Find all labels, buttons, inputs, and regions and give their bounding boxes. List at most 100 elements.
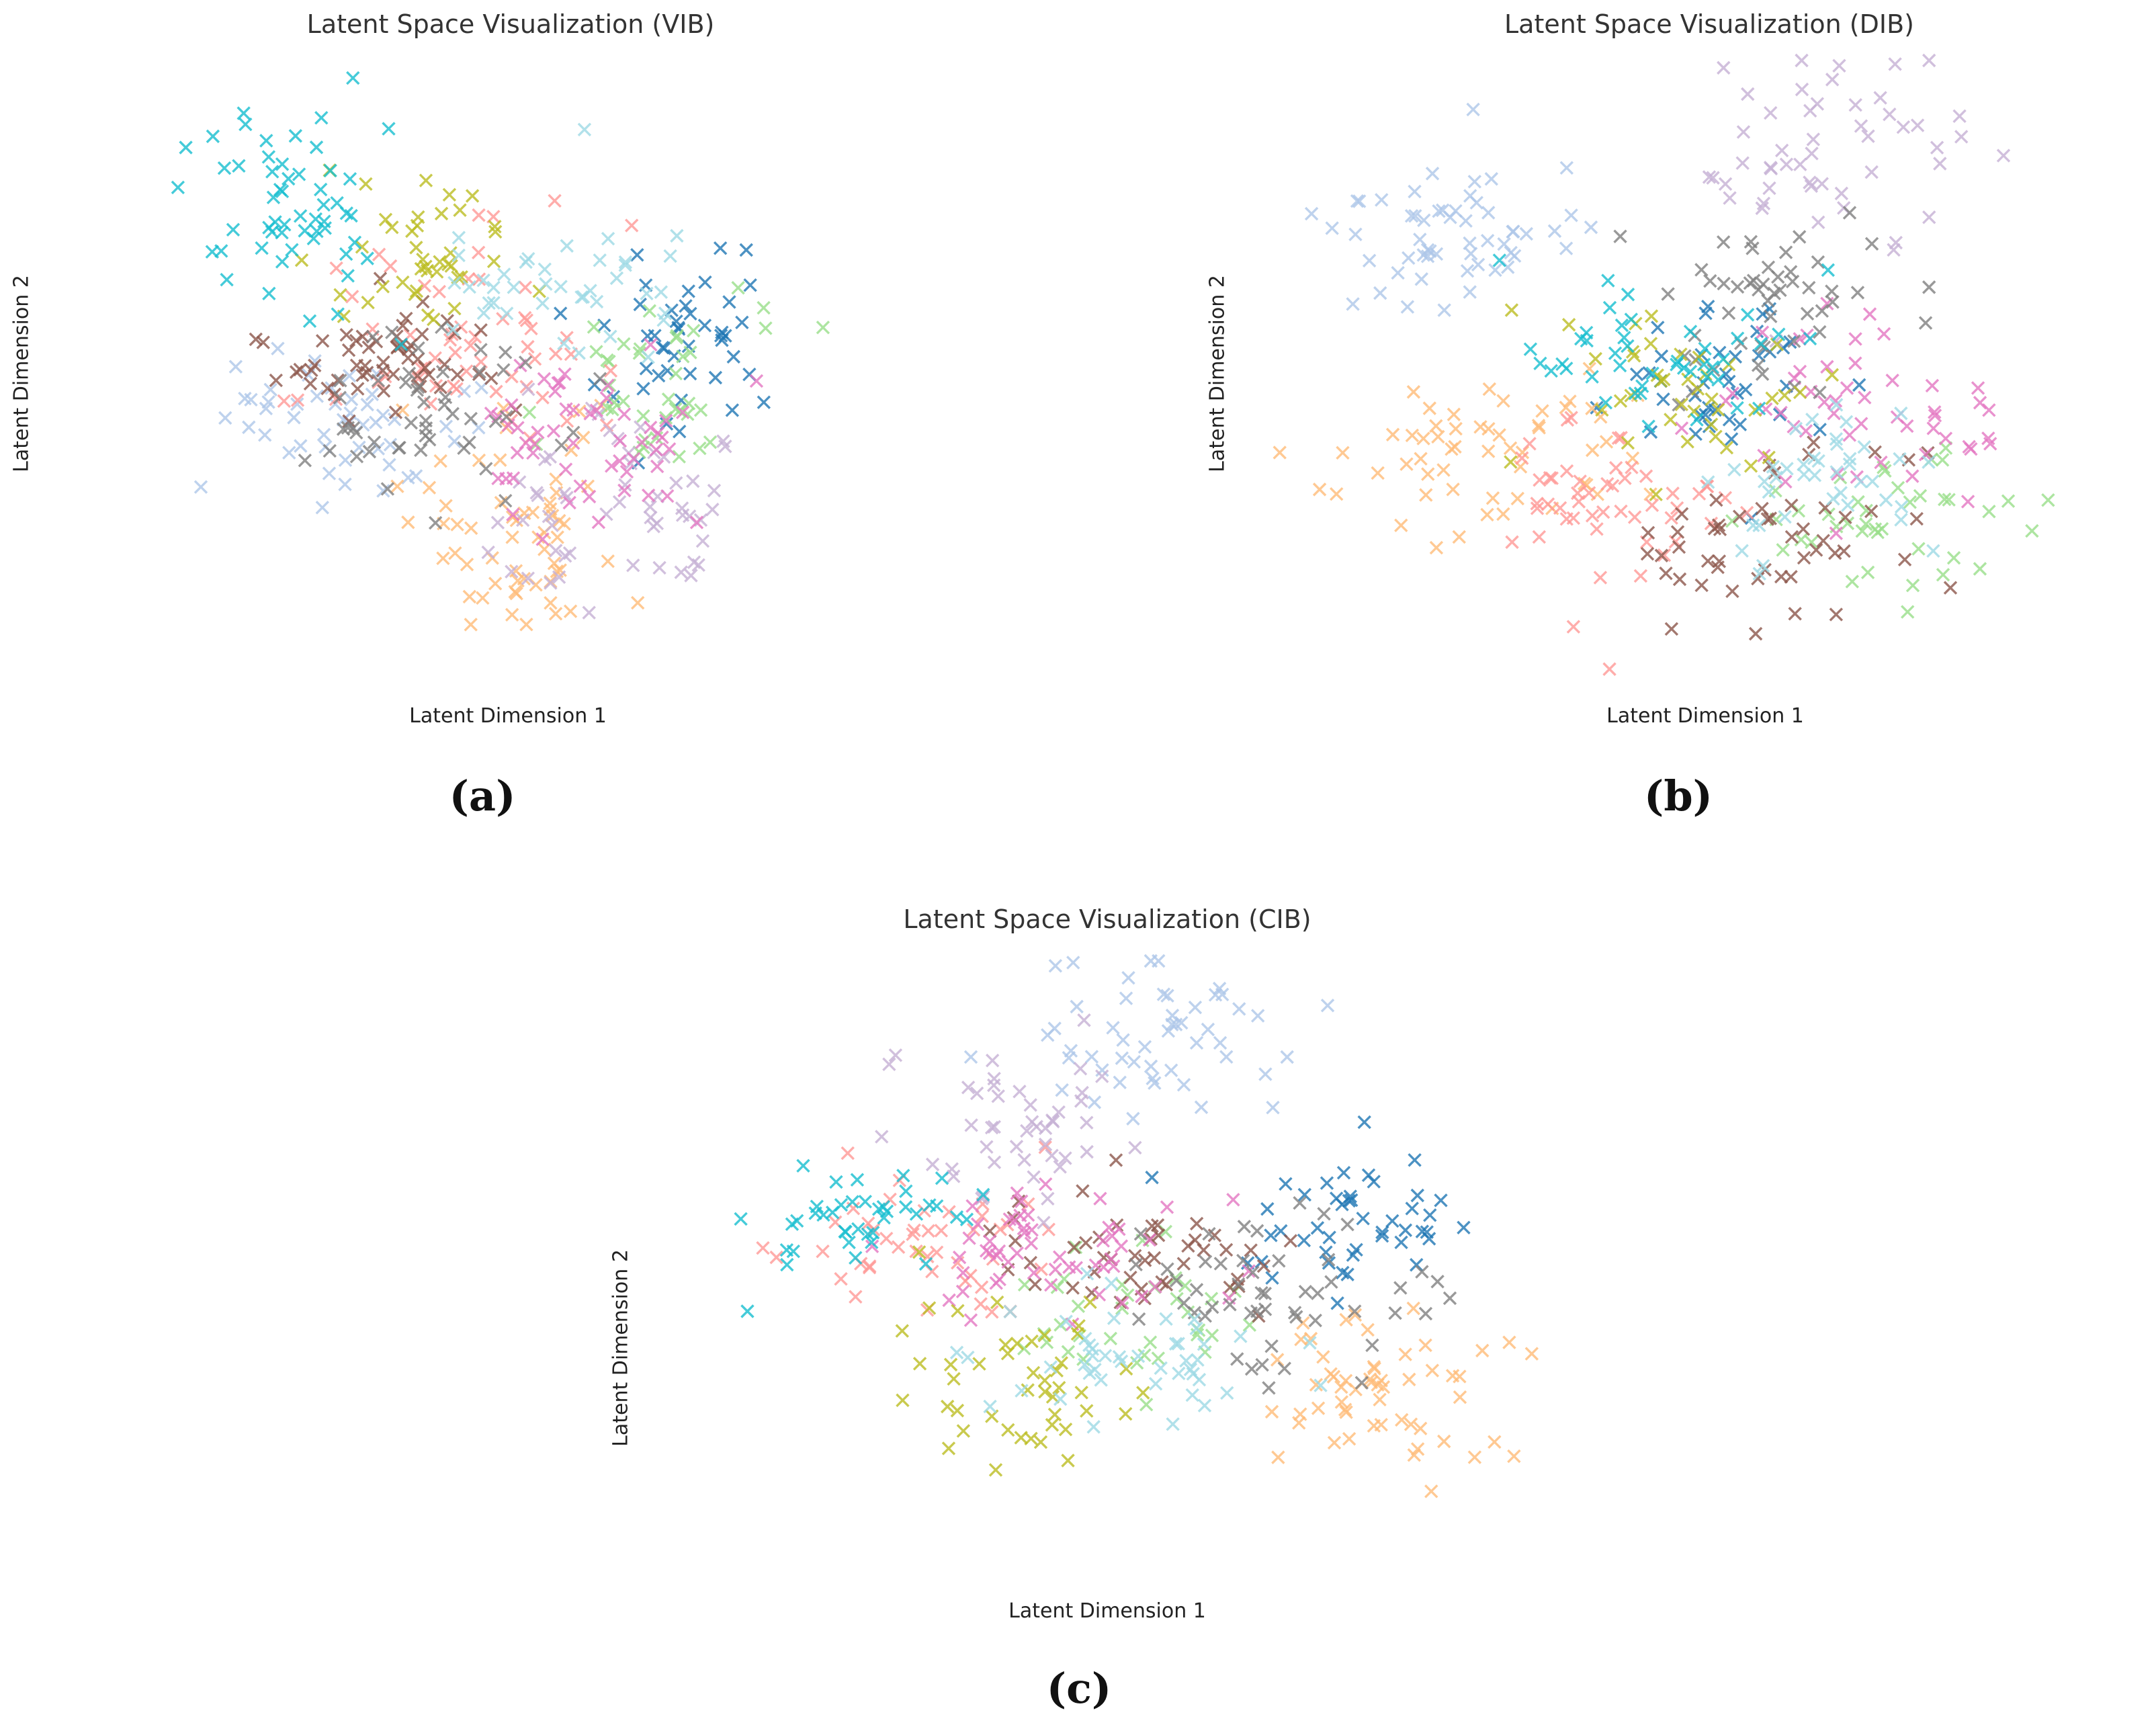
scatter-point — [895, 1324, 910, 1338]
scatter-point — [451, 230, 466, 245]
scatter-point — [1114, 1354, 1129, 1369]
scatter-point — [1064, 1044, 1078, 1058]
scatter-point — [1735, 544, 1749, 558]
scatter-point — [1297, 1233, 1311, 1248]
scatter-point — [907, 1223, 921, 1238]
scatter-point — [1466, 102, 1480, 117]
scatter-point — [1024, 1236, 1039, 1251]
scatter-point — [488, 577, 503, 591]
scatter-point — [242, 420, 256, 435]
scatter-point — [1825, 295, 1840, 309]
scatter-point — [1037, 1216, 1051, 1230]
scatter-point — [1010, 1246, 1025, 1261]
scatter-point — [1788, 607, 1802, 621]
scatter-point — [1231, 1277, 1246, 1292]
scatter-point — [1590, 522, 1604, 536]
scatter-point — [1373, 1392, 1387, 1407]
scatter-point — [1052, 1381, 1066, 1395]
scatter-point — [285, 243, 299, 257]
scatter-point — [1832, 58, 1846, 73]
scatter-point — [1406, 1301, 1420, 1316]
scatter-point — [1496, 507, 1510, 521]
scatter-point — [942, 1205, 956, 1219]
scatter-point — [1507, 249, 1522, 263]
scatter-point — [486, 280, 501, 295]
scatter-point — [640, 286, 654, 300]
scatter-point — [1816, 534, 1830, 548]
scatter-point — [409, 284, 424, 298]
scatter-point — [263, 382, 277, 397]
scatter-point — [1266, 1101, 1280, 1115]
scatter-point — [1840, 381, 1854, 395]
scatter-point — [409, 241, 423, 255]
scatter-point — [1437, 1434, 1451, 1449]
scatter-point — [1258, 1067, 1273, 1081]
scatter-point — [693, 403, 708, 417]
scatter-point — [683, 345, 697, 360]
scatter-point — [1752, 566, 1766, 581]
scatter-point — [1725, 584, 1739, 599]
scatter-point — [258, 428, 272, 442]
scatter-point — [1633, 386, 1648, 400]
scatter-point — [1037, 1374, 1052, 1388]
scatter-point — [974, 1297, 988, 1311]
panel-vib: Latent Space Visualization (VIB) Latent … — [0, 0, 1078, 860]
scatter-point — [1054, 1356, 1069, 1370]
series-class-1 — [193, 341, 488, 515]
scatter-point — [1422, 401, 1437, 415]
scatter-point — [641, 350, 655, 364]
scatter-point — [1692, 350, 1707, 365]
scatter-point — [1541, 497, 1555, 511]
scatter-point — [486, 254, 501, 269]
scatter-point — [718, 439, 732, 454]
scatter-point — [1807, 451, 1821, 466]
scatter-point — [396, 275, 410, 290]
scatter-point — [1058, 1151, 1072, 1165]
scatter-point — [1813, 423, 1827, 437]
scatter-point — [1533, 356, 1547, 371]
scatter-point — [850, 1173, 865, 1187]
scatter-point — [445, 323, 460, 337]
scatter-point — [1825, 284, 1839, 298]
scatter-point — [1811, 255, 1825, 269]
scatter-point — [1858, 390, 1872, 405]
scatter-point — [505, 607, 519, 622]
scatter-point — [1017, 1152, 1031, 1167]
scatter-point — [404, 415, 419, 430]
scatter-point — [1795, 82, 1809, 97]
scatter-point — [1317, 1207, 1331, 1221]
scatter-point — [1996, 149, 2011, 163]
scatter-point — [1829, 607, 1844, 622]
scatter-point — [1123, 1270, 1137, 1285]
scatter-point — [1751, 358, 1766, 372]
scatter-point — [1641, 525, 1655, 540]
scatter-point — [1003, 1304, 1017, 1319]
scatter-point — [969, 1086, 984, 1101]
scatter-point — [1674, 397, 1689, 412]
scatter-point — [1418, 1306, 1433, 1321]
scatter-point — [1362, 253, 1377, 268]
scatter-point — [743, 278, 757, 292]
scatter-point — [1429, 419, 1443, 433]
scatter-point — [1582, 486, 1596, 500]
scatter-point — [624, 218, 639, 233]
scatter-point — [442, 187, 457, 202]
scatter-point — [548, 347, 563, 361]
scatter-point — [1705, 392, 1719, 407]
scatter-point — [1026, 1365, 1041, 1380]
scatter-point — [443, 246, 458, 260]
scatter-point — [1350, 194, 1365, 208]
scatter-point — [497, 363, 511, 377]
scatter-point — [896, 1393, 910, 1407]
scatter-point — [349, 450, 364, 464]
scatter-point — [1654, 548, 1669, 562]
scatter-point — [525, 505, 540, 519]
scatter-point — [1425, 1363, 1440, 1378]
scatter-point — [882, 1057, 896, 1071]
scatter-point — [1106, 1021, 1120, 1035]
scatter-point — [1234, 1329, 1248, 1343]
scatter-point — [636, 382, 650, 396]
scatter-point — [1698, 408, 1713, 422]
scatter-point — [1298, 1284, 1313, 1299]
scatter-point — [1553, 501, 1567, 515]
